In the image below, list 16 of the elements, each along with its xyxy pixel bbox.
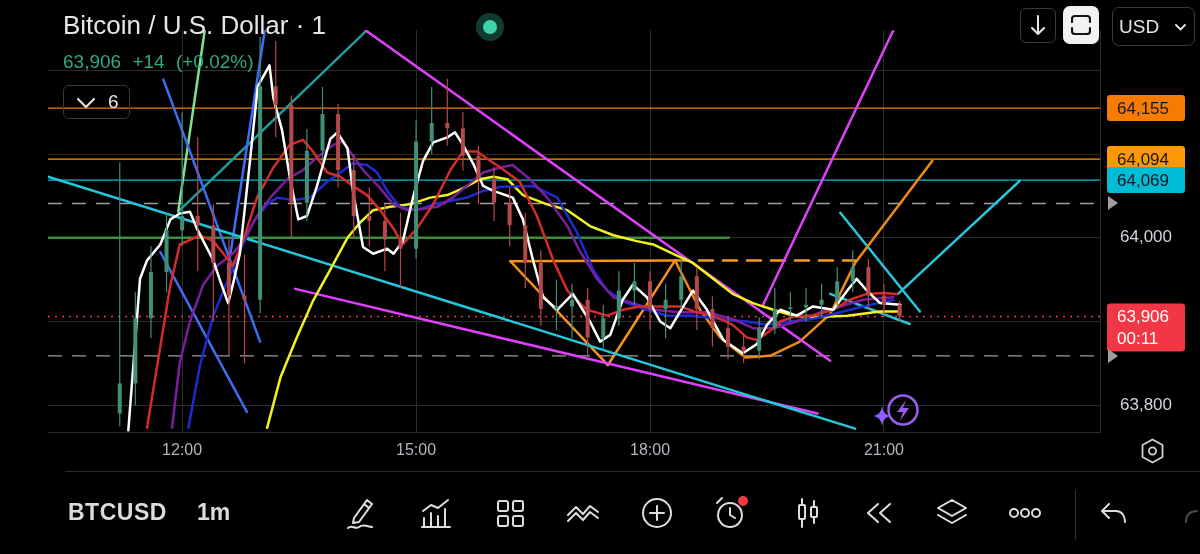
- currency-dropdown: USD: [1112, 7, 1195, 46]
- ref-line-label: 64,094: [1117, 149, 1169, 169]
- y-tick-label: 63,800: [1120, 394, 1172, 414]
- x-tick-label: 15:00: [396, 441, 437, 459]
- text: BTCUSD: [68, 499, 167, 526]
- y-tick-label: 64,000: [1120, 227, 1172, 247]
- text: 1m: [197, 499, 231, 526]
- ref-line-label: 64,069: [1117, 170, 1169, 190]
- x-tick-label: 12:00: [162, 441, 203, 459]
- ref-line-label: 64,155: [1117, 98, 1169, 118]
- toggle-button: 6: [63, 85, 130, 119]
- x-tick-label: 18:00: [630, 441, 671, 459]
- annotation: 6: [108, 91, 119, 113]
- chart-title: Bitcoin / U.S. Dollar · 1: [63, 10, 326, 41]
- ref-line-label: 63,906 00:11: [1117, 307, 1169, 349]
- x-tick-label: 21:00: [863, 441, 905, 459]
